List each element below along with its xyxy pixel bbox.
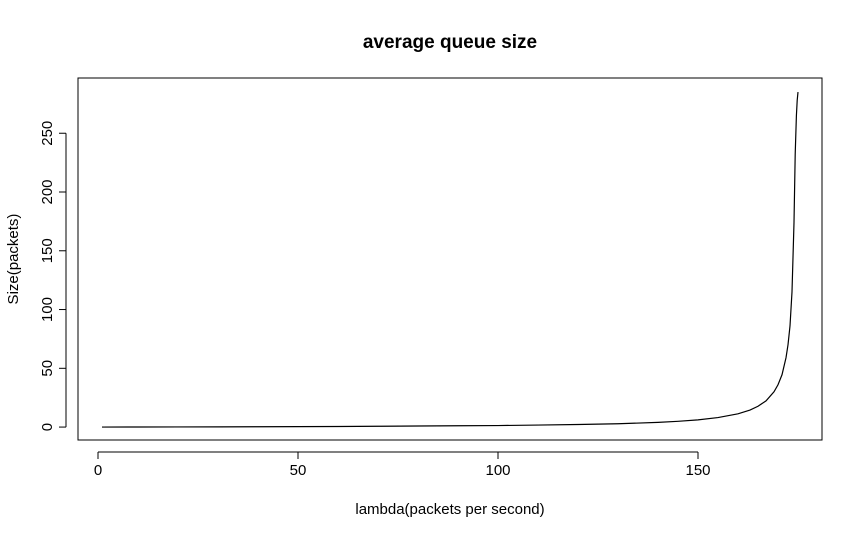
y-tick-label: 50: [39, 360, 56, 377]
series-line-0: [101, 92, 799, 428]
x-tick-label: 100: [485, 462, 510, 479]
plot-frame: [77, 77, 823, 441]
y-axis-label: Size(packets): [5, 214, 22, 305]
y-tick-label: 100: [39, 297, 56, 322]
y-tick-label: 200: [39, 179, 56, 204]
series-layer: [101, 92, 799, 428]
x-axis-label: lambda(packets per second): [355, 501, 544, 518]
x-tick-label: 50: [290, 462, 307, 479]
y-tick-label: 0: [39, 423, 56, 431]
chart-title: average queue size: [363, 32, 537, 53]
x-tick-label: 0: [94, 462, 102, 479]
y-axis: 0 50 100 150 200 250: [39, 121, 67, 431]
x-axis: 0 50 100 150: [94, 451, 711, 479]
x-tick-label: 150: [685, 462, 710, 479]
y-tick-label: 150: [39, 238, 56, 263]
y-tick-label: 250: [39, 121, 56, 146]
